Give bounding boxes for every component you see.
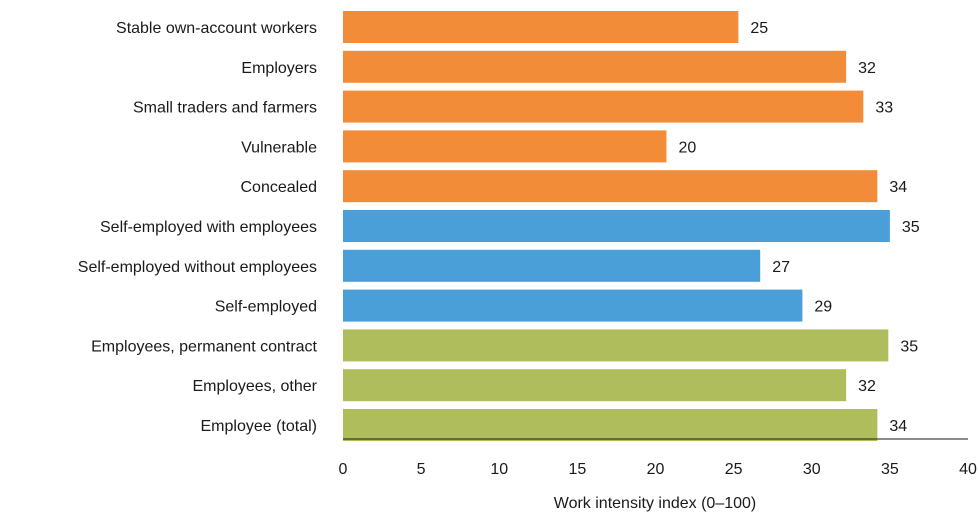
value-label: 25 xyxy=(750,20,768,37)
category-label: Self-employed with employees xyxy=(100,219,317,236)
bar-1 xyxy=(343,50,847,83)
category-label: Self-employed without employees xyxy=(78,259,317,276)
value-label: 33 xyxy=(875,100,893,117)
value-label: 34 xyxy=(889,179,907,196)
x-tick-label: 30 xyxy=(803,461,821,478)
bar-8 xyxy=(343,329,889,362)
value-label: 35 xyxy=(902,219,920,236)
category-label: Concealed xyxy=(241,179,318,196)
x-axis-title: Work intensity index (0–100) xyxy=(554,495,756,512)
bar-2 xyxy=(343,90,864,123)
value-label: 34 xyxy=(889,418,907,435)
bar-5 xyxy=(343,210,890,242)
x-tick-label: 35 xyxy=(881,461,899,478)
category-label: Stable own-account workers xyxy=(116,20,317,37)
value-labels: 25 32 33 20 34 35 27 29 35 32 34 xyxy=(678,20,919,435)
bar-0 xyxy=(343,11,739,43)
bar-7 xyxy=(343,289,803,322)
category-labels: Stable own-account workers Employers Small… xyxy=(78,20,318,435)
bar-4 xyxy=(343,170,878,203)
x-tick-label: 10 xyxy=(490,461,508,478)
category-label: Self-employed xyxy=(215,299,317,316)
x-tick-label: 0 xyxy=(339,461,348,478)
bar-3 xyxy=(343,130,667,163)
category-label: Vulnerable xyxy=(241,139,317,156)
category-label: Employee (total) xyxy=(201,418,318,435)
bar-9 xyxy=(343,369,847,402)
x-tick-label: 25 xyxy=(725,461,743,478)
x-tick-labels: 0 5 10 15 20 25 30 35 40 xyxy=(339,461,977,478)
x-tick-label: 5 xyxy=(417,461,426,478)
x-tick-label: 20 xyxy=(647,461,665,478)
category-label: Employers xyxy=(241,60,317,77)
value-label: 29 xyxy=(814,299,832,316)
value-label: 20 xyxy=(678,139,696,156)
value-label: 35 xyxy=(900,338,918,355)
x-tick-label: 40 xyxy=(959,461,977,478)
bar-6 xyxy=(343,249,761,282)
x-tick-label: 15 xyxy=(568,461,586,478)
value-label: 27 xyxy=(772,259,790,276)
value-label: 32 xyxy=(858,378,876,395)
category-label: Employees, permanent contract xyxy=(91,338,317,355)
category-label: Small traders and farmers xyxy=(133,100,317,117)
value-label: 32 xyxy=(858,60,876,77)
category-label: Employees, other xyxy=(192,378,317,395)
bar-10 xyxy=(343,409,878,441)
bars-group xyxy=(343,11,890,441)
